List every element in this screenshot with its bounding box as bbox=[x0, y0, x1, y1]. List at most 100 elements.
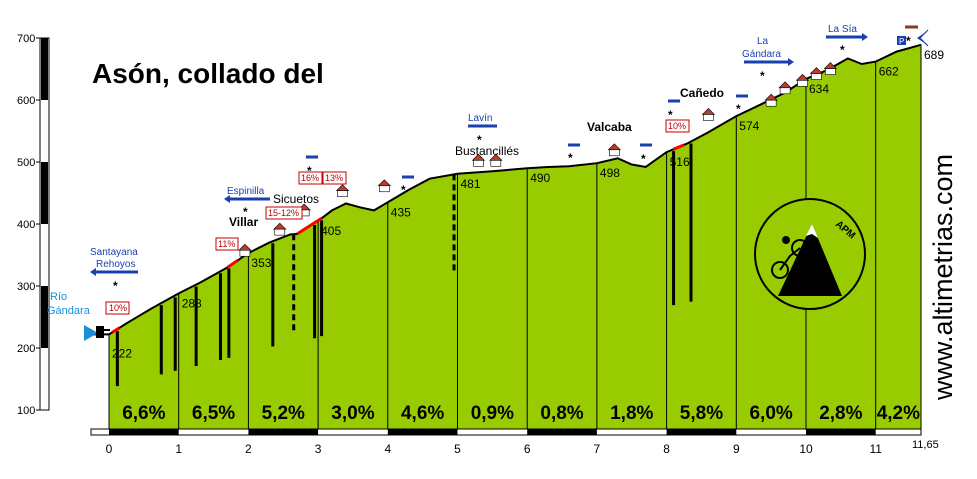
chart-title: Asón, collado del bbox=[92, 58, 324, 89]
svg-text:*: * bbox=[641, 152, 646, 166]
ruler-segment bbox=[806, 429, 876, 435]
place-villar: Villar bbox=[229, 215, 258, 229]
ruler-segment bbox=[666, 429, 737, 435]
svg-text:*: * bbox=[243, 205, 248, 219]
house-icon bbox=[273, 222, 287, 230]
y-tick-label: 300 bbox=[17, 281, 35, 293]
svg-text:11%: 11% bbox=[218, 239, 235, 249]
gradient-label: 6,6% bbox=[122, 403, 165, 424]
badge-10pct-km8: 10% bbox=[665, 119, 690, 133]
x-tick-label: 3 bbox=[315, 442, 322, 456]
ruler-segment bbox=[527, 429, 597, 435]
elevation-label: 634 bbox=[809, 82, 829, 96]
elevation-label: 435 bbox=[391, 205, 411, 219]
house-icon bbox=[778, 81, 792, 89]
x-tick-label: 1 bbox=[175, 442, 182, 456]
x-tick-label: 0 bbox=[106, 442, 113, 456]
gradient-label: 1,8% bbox=[610, 403, 653, 424]
svg-text:15-12%: 15-12% bbox=[268, 208, 299, 218]
brand-url: www.altimetrias.com bbox=[928, 154, 958, 401]
scale-segment bbox=[41, 286, 48, 348]
x-tick-label: 10 bbox=[799, 442, 813, 456]
road-label-la-gandara: La Gándara * bbox=[742, 36, 794, 83]
gradient-label: 2,8% bbox=[819, 403, 862, 424]
gradient-label: 6,0% bbox=[749, 403, 792, 424]
gradient-labels: 6,6% 6,5% 5,2% 3,0% 4,6% 0,9% 0,8% 1,8% 5,8% 6,0%… bbox=[122, 403, 920, 424]
y-tick-label: 200 bbox=[17, 343, 35, 355]
x-axis-ticks: 0 1 2 3 4 5 6 7 8 9 10 11 bbox=[106, 442, 883, 456]
svg-text:*: * bbox=[401, 183, 406, 197]
apm-logo: APM bbox=[754, 198, 866, 310]
svg-text:Espinilla: Espinilla bbox=[227, 186, 265, 197]
x-tick-label: 5 bbox=[454, 442, 461, 456]
elevation-label: 498 bbox=[600, 166, 620, 180]
house-icon bbox=[377, 179, 392, 187]
y-tick-label: 100 bbox=[17, 405, 35, 417]
house-icon bbox=[238, 243, 252, 251]
svg-text:10%: 10% bbox=[668, 121, 686, 131]
y-tick-label: 600 bbox=[17, 95, 35, 107]
summit-icon: P * bbox=[897, 25, 929, 48]
road-label-santayana: Santayana Rehoyos * bbox=[90, 247, 138, 293]
house-wall bbox=[490, 160, 502, 167]
y-tick-label: 500 bbox=[17, 157, 35, 169]
river-label-line-2: Gándara bbox=[47, 305, 91, 317]
house-wall bbox=[825, 68, 836, 75]
svg-text:*: * bbox=[668, 108, 673, 122]
steep-segment-red bbox=[111, 326, 121, 334]
svg-text:Rehoyos: Rehoyos bbox=[96, 259, 135, 270]
svg-text:10%: 10% bbox=[109, 303, 127, 313]
gradient-label: 4,6% bbox=[401, 403, 444, 424]
elevation-label: 405 bbox=[321, 224, 341, 238]
x-tick-label: 11 bbox=[869, 442, 882, 456]
house-wall bbox=[379, 185, 390, 193]
river-label-line-1: Río bbox=[50, 291, 67, 303]
house-wall bbox=[811, 73, 822, 80]
svg-text:Lavín: Lavín bbox=[468, 113, 492, 124]
ruler-segment bbox=[248, 429, 319, 435]
house-wall bbox=[703, 114, 714, 121]
ruler-segment bbox=[109, 429, 179, 435]
elevation-label: 516 bbox=[670, 155, 690, 169]
elevation-scale-bars bbox=[41, 38, 48, 348]
elevation-label: 490 bbox=[530, 171, 550, 185]
svg-text:*: * bbox=[568, 151, 573, 165]
x-tick-label: 4 bbox=[384, 442, 391, 456]
x-tick-label: 9 bbox=[733, 442, 740, 456]
house-wall bbox=[274, 228, 286, 236]
elevation-label: 288 bbox=[182, 296, 202, 310]
svg-text:*: * bbox=[760, 69, 765, 83]
steep-segment-red bbox=[226, 259, 239, 269]
gradient-label: 3,0% bbox=[331, 403, 374, 424]
ruler-frame bbox=[90, 428, 922, 436]
x-tick-label: 6 bbox=[524, 442, 531, 456]
house-wall bbox=[609, 149, 620, 157]
badge-10pct-start: 10% bbox=[105, 301, 130, 315]
house-icon bbox=[809, 67, 824, 74]
svg-text:*: * bbox=[113, 279, 118, 293]
place-sicuetos: Sicuetos bbox=[273, 192, 319, 206]
elevation-labels: 222 288 353 405 435 481 490 498 516 574 634 662 689 bbox=[112, 48, 944, 361]
steep-section-bars bbox=[111, 143, 693, 387]
svg-text:Santayana: Santayana bbox=[90, 247, 138, 258]
scale-segment bbox=[41, 162, 48, 224]
svg-text:*: * bbox=[906, 34, 911, 48]
x-tick-label: 2 bbox=[245, 442, 252, 456]
house-wall bbox=[473, 160, 484, 167]
house-icon bbox=[607, 143, 622, 151]
x-axis-end-label: 11,65 bbox=[912, 439, 939, 451]
elevation-label: 689 bbox=[924, 48, 944, 62]
house-icon bbox=[701, 108, 716, 115]
x-axis-ruler bbox=[90, 428, 922, 436]
elevation-label: 662 bbox=[879, 65, 899, 79]
house-icon bbox=[795, 73, 810, 81]
svg-text:La: La bbox=[757, 36, 769, 47]
house-wall bbox=[797, 80, 808, 87]
place-valcaba: Valcaba bbox=[587, 120, 632, 134]
svg-text:13%: 13% bbox=[325, 173, 343, 183]
ruler-segment bbox=[387, 429, 458, 435]
elevation-label: 353 bbox=[251, 256, 271, 270]
svg-text:*: * bbox=[840, 43, 845, 57]
gradient-label: 5,8% bbox=[680, 403, 723, 424]
